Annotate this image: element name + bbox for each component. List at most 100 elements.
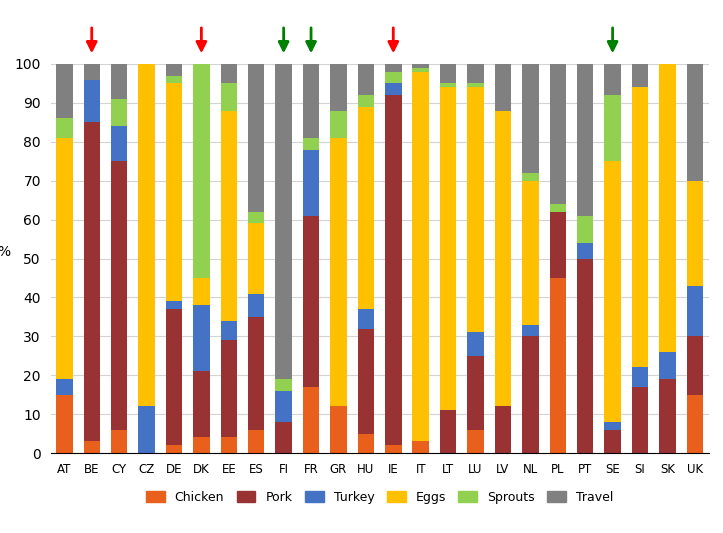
- Bar: [632, 367, 649, 387]
- Bar: [248, 212, 265, 223]
- Y-axis label: %: %: [0, 245, 10, 259]
- Bar: [84, 122, 100, 441]
- Bar: [522, 325, 539, 336]
- Bar: [687, 181, 703, 286]
- Bar: [193, 372, 210, 438]
- Bar: [303, 387, 320, 453]
- Bar: [221, 340, 237, 438]
- Bar: [56, 64, 72, 118]
- Bar: [604, 64, 621, 95]
- Bar: [111, 64, 127, 99]
- Bar: [138, 64, 155, 406]
- Bar: [111, 126, 127, 161]
- Legend: Chicken, Pork, Turkey, Eggs, Sprouts, Travel: Chicken, Pork, Turkey, Eggs, Sprouts, Tr…: [141, 486, 618, 509]
- Bar: [56, 379, 72, 394]
- Bar: [577, 259, 594, 453]
- Bar: [193, 278, 210, 305]
- Bar: [166, 64, 182, 76]
- Bar: [358, 95, 374, 107]
- Bar: [248, 223, 265, 294]
- Bar: [687, 64, 703, 181]
- Bar: [549, 204, 566, 212]
- Bar: [440, 410, 456, 453]
- Bar: [193, 64, 210, 278]
- Bar: [330, 406, 346, 453]
- Bar: [495, 64, 511, 111]
- Bar: [687, 336, 703, 394]
- Bar: [522, 181, 539, 325]
- Bar: [549, 64, 566, 204]
- Bar: [303, 216, 320, 387]
- Bar: [440, 87, 456, 410]
- Bar: [275, 391, 292, 422]
- Bar: [56, 118, 72, 138]
- Bar: [303, 150, 320, 216]
- Bar: [412, 441, 429, 453]
- Bar: [248, 294, 265, 317]
- Bar: [358, 309, 374, 328]
- Bar: [385, 72, 401, 83]
- Bar: [632, 64, 649, 87]
- Bar: [687, 286, 703, 336]
- Bar: [549, 278, 566, 453]
- Bar: [248, 317, 265, 430]
- Bar: [275, 422, 292, 453]
- Bar: [467, 87, 484, 333]
- Bar: [577, 243, 594, 259]
- Bar: [604, 95, 621, 161]
- Bar: [221, 83, 237, 111]
- Bar: [385, 83, 401, 95]
- Bar: [221, 111, 237, 321]
- Bar: [385, 64, 401, 72]
- Bar: [440, 64, 456, 83]
- Bar: [687, 394, 703, 453]
- Bar: [604, 430, 621, 453]
- Bar: [467, 333, 484, 356]
- Bar: [330, 138, 346, 406]
- Bar: [440, 83, 456, 87]
- Bar: [166, 83, 182, 301]
- Bar: [84, 79, 100, 122]
- Bar: [166, 445, 182, 453]
- Bar: [56, 138, 72, 379]
- Bar: [84, 441, 100, 453]
- Bar: [193, 305, 210, 372]
- Bar: [275, 379, 292, 391]
- Bar: [467, 430, 484, 453]
- Bar: [604, 422, 621, 430]
- Bar: [330, 64, 346, 111]
- Bar: [632, 87, 649, 367]
- Bar: [467, 356, 484, 430]
- Bar: [248, 64, 265, 212]
- Bar: [495, 406, 511, 453]
- Bar: [632, 387, 649, 453]
- Bar: [659, 352, 675, 379]
- Bar: [221, 321, 237, 340]
- Bar: [111, 99, 127, 126]
- Bar: [221, 438, 237, 453]
- Bar: [412, 64, 429, 68]
- Bar: [111, 430, 127, 453]
- Bar: [193, 438, 210, 453]
- Bar: [248, 430, 265, 453]
- Bar: [495, 111, 511, 406]
- Bar: [358, 107, 374, 309]
- Bar: [522, 173, 539, 181]
- Bar: [577, 64, 594, 216]
- Bar: [412, 72, 429, 441]
- Bar: [275, 64, 292, 379]
- Bar: [522, 336, 539, 453]
- Bar: [166, 309, 182, 445]
- Bar: [604, 161, 621, 422]
- Bar: [166, 301, 182, 309]
- Bar: [577, 216, 594, 243]
- Bar: [659, 379, 675, 453]
- Bar: [467, 83, 484, 87]
- Bar: [138, 406, 155, 453]
- Bar: [412, 68, 429, 72]
- Bar: [166, 76, 182, 83]
- Bar: [84, 64, 100, 79]
- Bar: [56, 394, 72, 453]
- Bar: [303, 138, 320, 150]
- Bar: [330, 111, 346, 138]
